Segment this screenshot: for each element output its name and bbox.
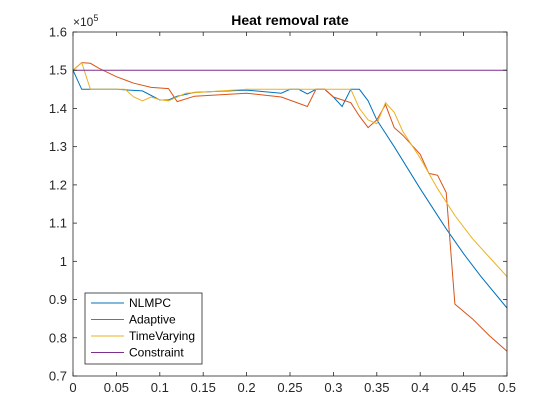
y-tick-label: 0.8: [49, 330, 67, 345]
x-tick-label: 0.2: [238, 380, 256, 395]
x-tick-label: 0.25: [277, 380, 302, 395]
y-tick-label: 1.4: [49, 101, 67, 116]
x-tick-label: 0.3: [324, 380, 342, 395]
y-axis-exponent: ×105: [73, 13, 98, 29]
y-tick-label: 0.7: [49, 369, 67, 384]
y-tick-label: 1.2: [49, 177, 67, 192]
series-line-adaptive: [72, 62, 508, 352]
y-axis-exponent-base: ×10: [73, 15, 94, 29]
x-tick-label: 0.35: [364, 380, 389, 395]
y-tick-label: 1.5: [49, 63, 67, 78]
x-tick-label: 0.1: [151, 380, 169, 395]
legend-label-adaptive: Adaptive: [129, 313, 176, 327]
legend-label-timevarying: TimeVarying: [129, 329, 195, 343]
y-tick-label: 1.3: [49, 139, 67, 154]
series-layer: [72, 61, 508, 352]
x-tick-label: 0: [69, 380, 76, 395]
y-tick-label: 1.6: [49, 25, 67, 40]
x-tick-label: 0.5: [498, 380, 516, 395]
legend: NLMPC Adaptive TimeVarying Constraint: [84, 292, 203, 365]
legend-label-nlmpc: NLMPC: [129, 296, 171, 310]
chart-title: Heat removal rate: [231, 12, 349, 28]
y-tick-label: 1.1: [49, 216, 67, 231]
x-tick-label: 0.05: [104, 380, 129, 395]
series-line-timevarying: [72, 61, 508, 277]
x-tick-label: 0.4: [411, 380, 429, 395]
legend-label-constraint: Constraint: [129, 346, 184, 360]
y-axis-exponent-power: 5: [93, 13, 98, 23]
series-line-nlmpc: [72, 69, 508, 309]
y-tick-label: 1: [60, 254, 67, 269]
x-tick-label: 0.15: [191, 380, 216, 395]
axes-layer: 0 0.05 0.1 0.15 0.2 0.25 0.3 0.35 0.4 0.45 0.5 0.7 0…: [49, 25, 516, 396]
x-tick-label: 0.45: [451, 380, 476, 395]
y-tick-label: 0.9: [49, 292, 67, 307]
